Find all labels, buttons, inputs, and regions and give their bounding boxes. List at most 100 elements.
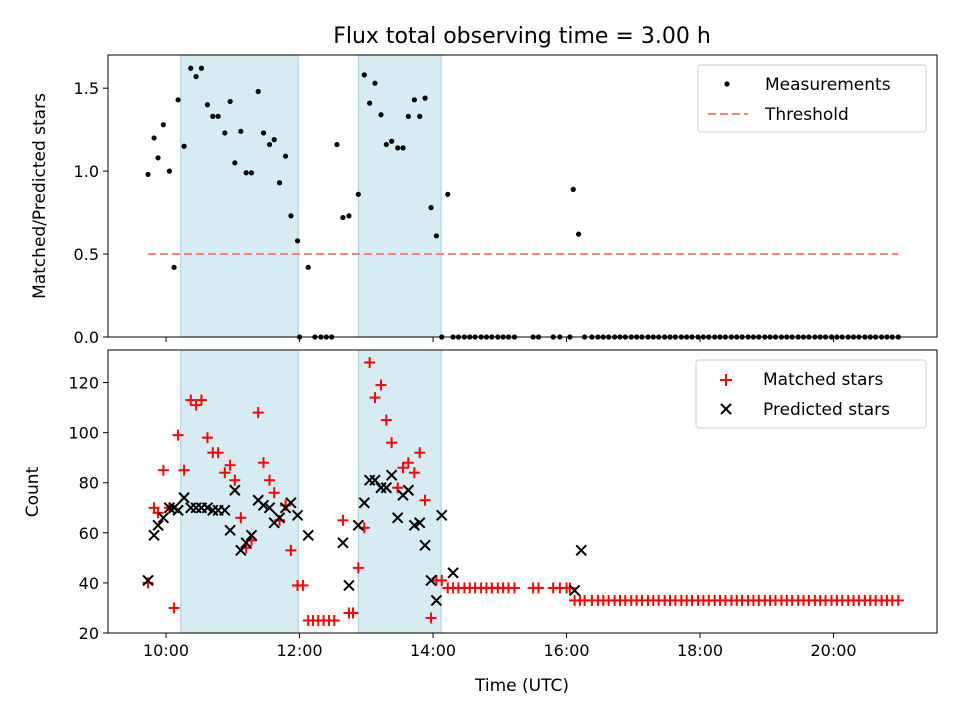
predicted-star-point [414,517,426,529]
measurement-point [372,80,378,86]
measurement-point [276,180,283,186]
measurement-point [570,186,576,192]
matched-star-point [212,447,224,459]
xtick-label: 16:00 [543,641,589,660]
measurement-point [204,102,211,108]
predicted-star-point [430,594,443,607]
measurement-point [181,143,187,149]
matched-star-point [264,474,276,486]
legend-threshold-label: Threshold [764,105,849,125]
top-ytick-label: 1.0 [74,162,99,181]
matched-star-point [229,474,241,486]
measurement-point [145,171,151,178]
predicted-star-point [245,529,258,542]
measurement-point [334,141,340,148]
measurement-point [215,113,221,119]
matched-star-point [352,562,364,574]
predicted-star-point [240,537,252,549]
matched-star-point [419,494,431,506]
measurement-point [355,191,361,197]
predicted-star-point [419,539,431,552]
bot-ytick-label: 20 [79,624,99,643]
matched-star-point [533,582,545,594]
measurement-point [232,160,238,166]
matched-star-point [402,457,414,469]
measurement-point [155,155,161,161]
matched-star-point [195,394,207,406]
bottom-plot-frame [107,349,938,634]
bot-shaded-span-0 [180,349,299,634]
top-legend-box [697,64,927,133]
matched-star-point [386,437,398,449]
matched-stars-series [142,357,904,626]
predicted-star-point [224,524,236,537]
measurement-point [389,138,395,144]
top-panel: 0.0 0.5 1.0 1.5 Flux total observing time =… [30,24,938,347]
predicted-star-point [436,509,448,521]
predicted-star-point [285,497,297,509]
measurement-point [227,98,233,105]
measurement-point [248,170,255,176]
predicted-star-point [257,499,270,511]
measurement-point [417,113,423,119]
xtick-label: 12:00 [277,641,323,660]
bottom-x-axis: 10:00 12:00 14:00 16:00 18:00 20:00 [143,633,857,660]
matched-star-point [392,482,404,494]
predicted-star-point [447,567,459,579]
measurement-point [188,65,194,71]
x-axis-label: Time (UTC) [474,676,569,696]
legend-matched-label: Matched stars [763,370,883,390]
measurement-point [361,72,367,78]
predicted-star-point [157,512,170,524]
measurement-point [266,141,273,148]
measurement-point [175,97,181,103]
measurement-point [193,73,199,80]
matched-star-point [185,394,197,406]
matched-star-point [337,514,349,526]
legend-measurements-label: Measurements [765,75,891,95]
measurement-point [171,264,177,270]
xtick-label: 14:00 [410,641,456,660]
matched-star-point [369,392,381,404]
top-ytick-label: 1.5 [74,79,99,98]
matched-star-point [375,379,387,391]
matched-star-point [414,447,426,459]
matched-star-point [347,607,359,619]
legend-matched-marker [720,374,732,386]
xtick-label: 18:00 [677,641,723,660]
matched-star-point [892,594,904,606]
predicted-star-point [358,497,371,509]
bottom-panel: 20 40 60 80 100 120 10:00 12:00 14:00 16:00 18:00… [23,349,938,696]
predicted-star-point [380,482,393,494]
top-shaded-span-1 [357,54,442,338]
matched-star-point [564,582,576,594]
matched-star-point [436,574,448,586]
predicted-star-point [152,519,164,532]
predicted-star-point [575,544,587,557]
measurement-point [271,137,277,143]
xtick-label: 20:00 [810,641,856,660]
predicted-star-point [337,537,349,549]
predicted-star-point [302,529,314,542]
top-ytick-label: 0.0 [74,328,99,347]
measurement-point [210,113,216,119]
measurement-point [166,168,173,174]
measurement-point [383,141,389,148]
measurement-point [433,233,439,239]
measurement-point [395,145,401,151]
bottom-legend: Matched stars Predicted stars [695,359,927,429]
matched-star-point [235,512,247,524]
measurement-point [346,213,352,219]
matched-star-point [328,614,340,626]
measurement-point [151,135,157,141]
top-shaded-span-0 [180,54,299,338]
chart-title: Flux total observing time = 3.00 h [333,24,711,49]
legend-predicted-label: Predicted stars [763,400,890,420]
matched-star-point [190,399,202,411]
predicted-star-point [291,509,304,521]
predicted-star-point [369,474,381,486]
matched-star-point [172,429,184,441]
matched-star-point [157,464,169,476]
matched-star-point [268,487,280,499]
matched-star-point [364,357,376,369]
